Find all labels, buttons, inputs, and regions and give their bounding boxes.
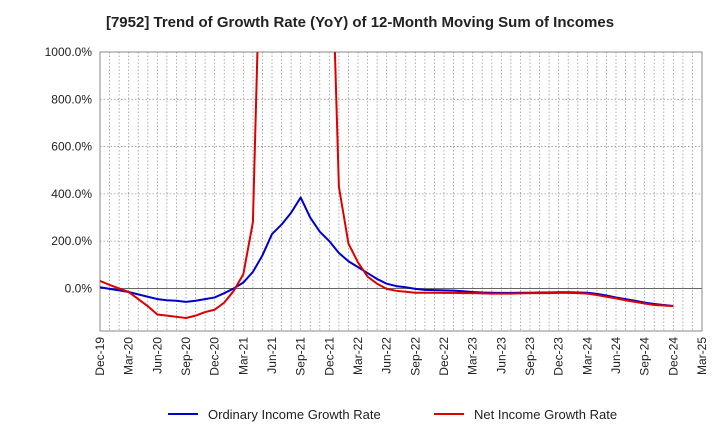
series-layer <box>100 52 674 319</box>
x-tick-label: Jun-21 <box>265 337 279 374</box>
x-tick-label: Mar-21 <box>236 337 250 375</box>
x-tick-label: Sep-24 <box>638 337 652 376</box>
x-tick-label: Jun-24 <box>609 337 623 374</box>
x-tick-label: Jun-22 <box>380 337 394 374</box>
legend-label: Ordinary Income Growth Rate <box>208 407 381 422</box>
y-tick-label: 0.0% <box>65 281 93 295</box>
series-line-net-income <box>100 52 674 319</box>
chart-title: [7952] Trend of Growth Rate (YoY) of 12-… <box>105 14 615 31</box>
x-tick-label: Dec-21 <box>322 337 336 376</box>
x-tick-label: Dec-20 <box>208 337 222 376</box>
y-tick-label: 600.0% <box>51 140 92 154</box>
legend: Ordinary Income Growth Rate Net Income Gr… <box>168 407 617 422</box>
x-tick-label: Mar-20 <box>122 337 136 375</box>
x-tick-label: Mar-23 <box>466 337 480 375</box>
x-tick-label: Sep-22 <box>408 337 422 376</box>
y-axis: 0.0% 200.0% 400.0% 600.0% 800.0% 1000.0% <box>45 45 93 295</box>
x-tick-label: Dec-22 <box>437 337 451 376</box>
y-tick-label: 400.0% <box>51 187 92 201</box>
grid-layer <box>100 51 702 331</box>
x-tick-label: Dec-19 <box>93 337 107 376</box>
x-tick-label: Jun-23 <box>494 337 508 374</box>
x-tick-label: Mar-25 <box>695 337 709 375</box>
plot-frame <box>99 51 703 332</box>
x-tick-label: Dec-23 <box>552 337 566 376</box>
y-tick-label: 200.0% <box>51 234 92 248</box>
x-tick-label: Sep-23 <box>523 337 537 376</box>
x-tick-label: Dec-24 <box>666 337 680 376</box>
x-tick-label: Sep-21 <box>294 337 308 376</box>
x-tick-label: Sep-20 <box>179 337 193 376</box>
x-tick-label: Jun-20 <box>150 337 164 374</box>
y-tick-label: 1000.0% <box>45 45 93 59</box>
x-tick-label: Mar-24 <box>580 337 594 375</box>
legend-label: Net Income Growth Rate <box>474 407 617 422</box>
x-tick-label: Mar-22 <box>351 337 365 375</box>
y-tick-label: 800.0% <box>51 92 92 106</box>
x-axis: Dec-19 Mar-20 Jun-20 Sep-20 Dec-20 Mar-21 Jun-… <box>93 337 709 376</box>
